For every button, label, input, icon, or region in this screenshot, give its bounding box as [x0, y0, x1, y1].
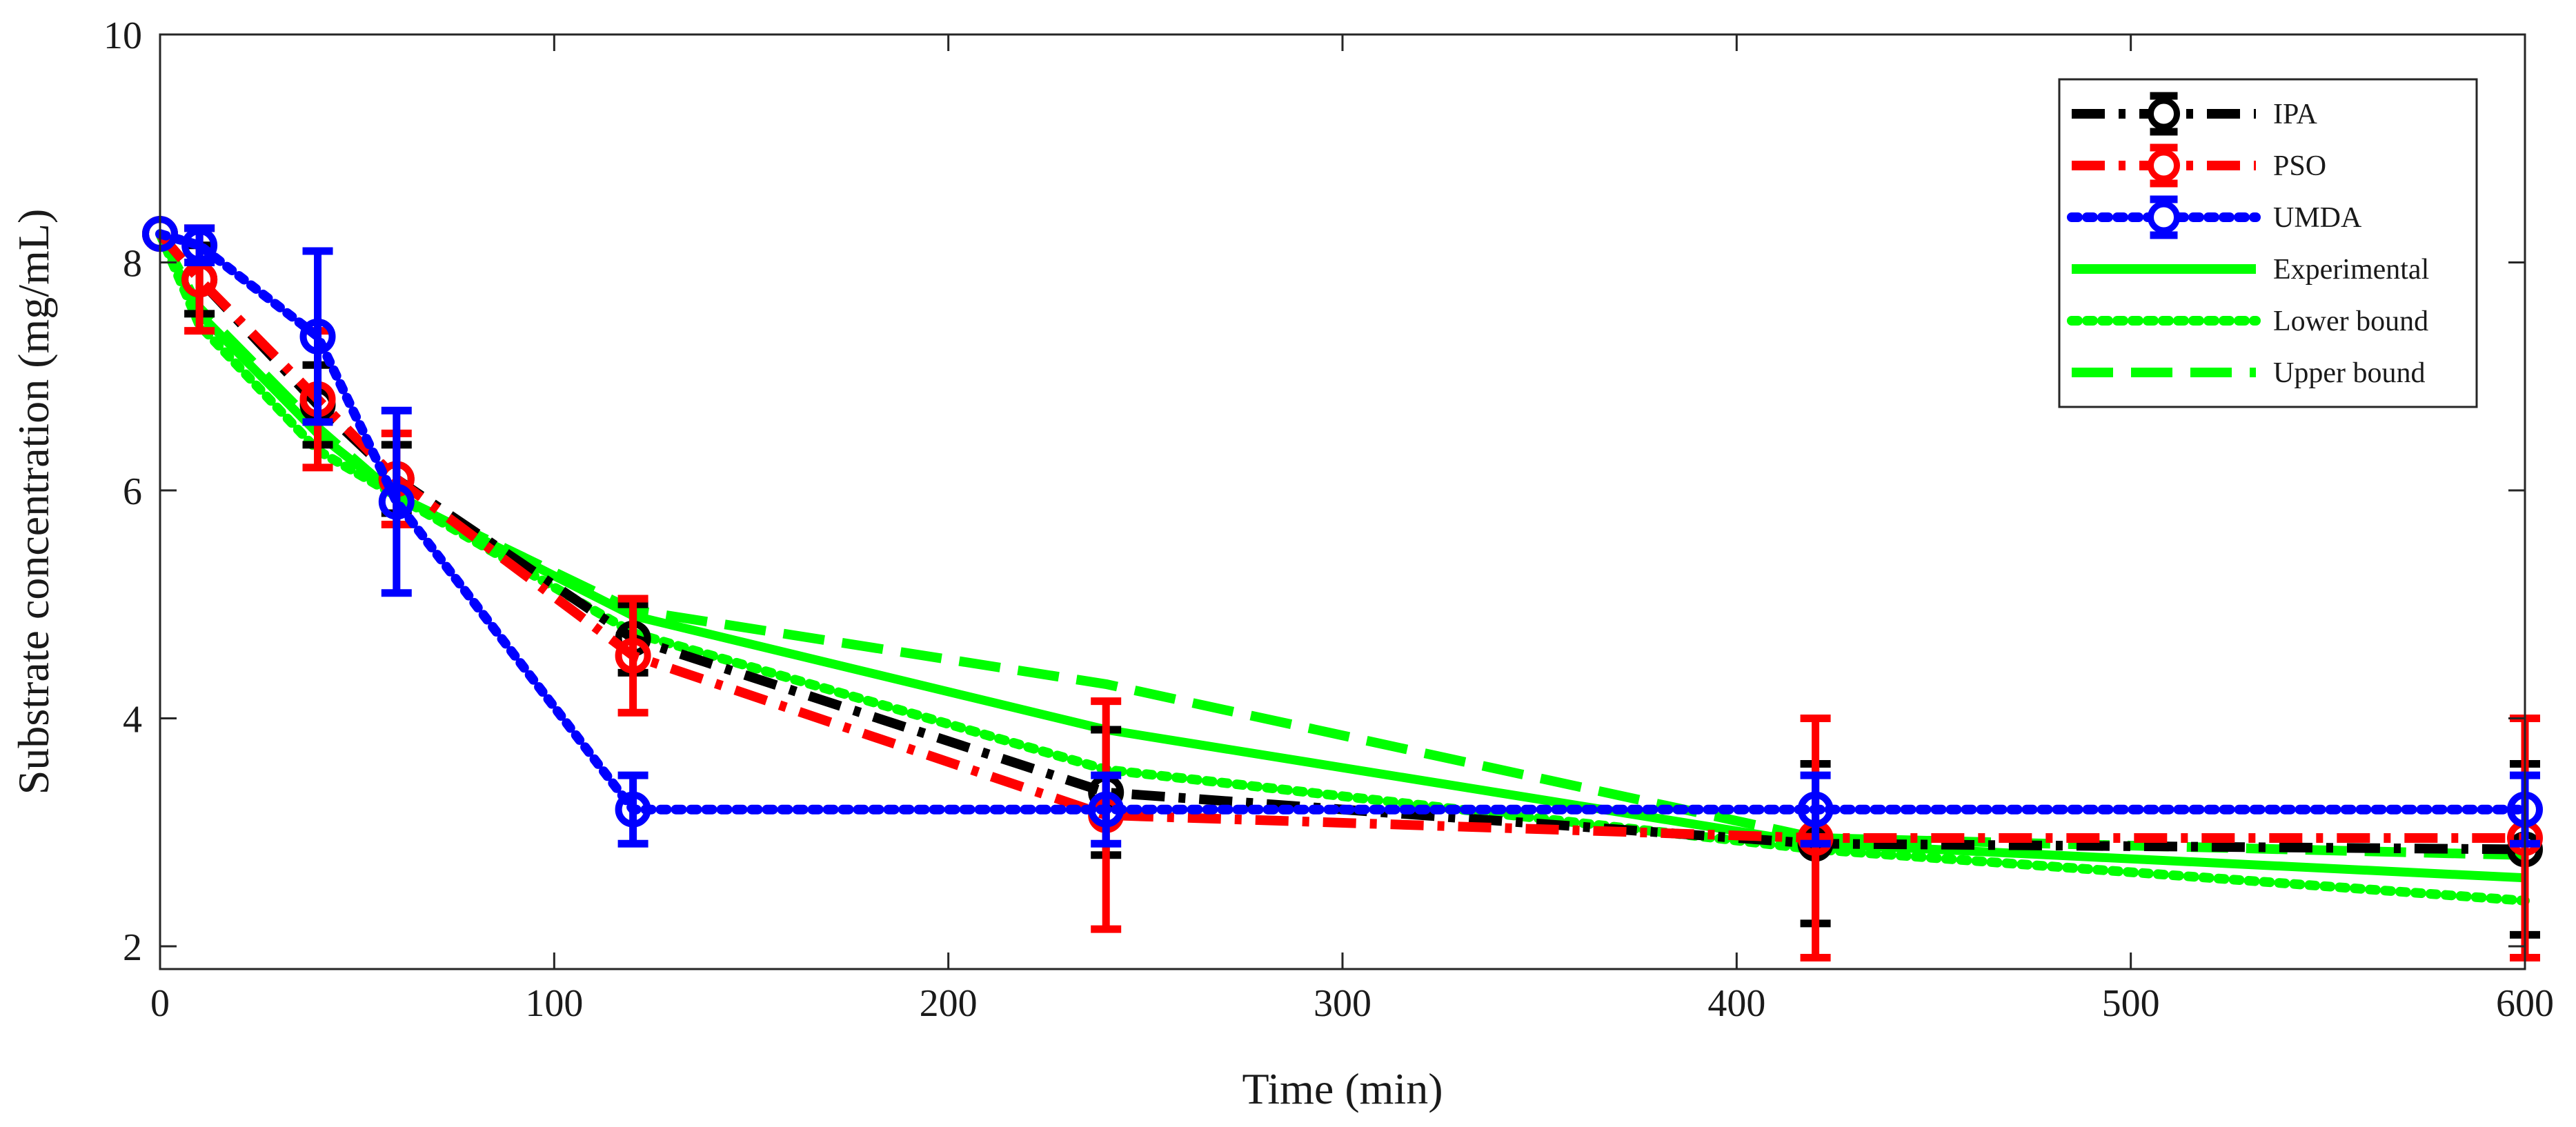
- legend-label-experimental: Experimental: [2273, 254, 2429, 286]
- legend-marker-ipa: [2148, 97, 2180, 130]
- legend-label-upper-bound: Upper bound: [2273, 357, 2425, 389]
- y-tick-label: 10: [103, 14, 142, 57]
- legend-entry-experimental: Experimental: [2072, 254, 2429, 286]
- legend-label-lower-bound: Lower bound: [2273, 306, 2428, 337]
- y-axis-label: Substrate concentration (mg/mL): [9, 209, 58, 795]
- legend-label-umda: UMDA: [2273, 202, 2362, 234]
- y-tick-label: 8: [123, 242, 142, 285]
- legend-entry-upper-bound: Upper bound: [2072, 357, 2425, 389]
- y-tick-label: 2: [123, 926, 142, 969]
- x-tick-label: 600: [2496, 982, 2554, 1025]
- legend: IPA PSO UMDA Experimental Lower bound Upper b…: [2058, 78, 2478, 408]
- x-tick-label: 400: [1707, 982, 1765, 1025]
- ticks-layer: 0 100 200 300 400 500 600 2 4 6 8 10: [103, 14, 2554, 1025]
- legend-entry-umda: UMDA: [2067, 195, 2362, 239]
- data-point-pso: [615, 637, 651, 674]
- legend-label-pso: PSO: [2273, 150, 2326, 182]
- legend-entry-lower-bound: Lower bound: [2067, 306, 2428, 337]
- x-tick-label: 0: [150, 982, 170, 1025]
- data-point-umda: [1088, 791, 1124, 828]
- x-tick-label: 100: [525, 982, 583, 1025]
- series-line-umda: [155, 229, 2530, 815]
- series-line-pso: [156, 230, 2525, 843]
- series-layer: [142, 216, 2543, 961]
- data-point-umda: [378, 483, 415, 520]
- legend-entry-pso: PSO: [2072, 143, 2326, 188]
- data-point-umda: [299, 318, 336, 355]
- x-tick-label: 500: [2102, 982, 2160, 1025]
- x-tick-label: 200: [920, 982, 978, 1025]
- y-tick-label: 4: [123, 698, 142, 741]
- legend-box: [2058, 78, 2478, 408]
- data-point-umda: [181, 227, 218, 263]
- legend-entry-ipa: IPA: [2072, 92, 2317, 136]
- x-axis-label: Time (min): [1242, 1064, 1443, 1113]
- y-tick-label: 6: [123, 470, 142, 513]
- legend-marker-pso: [2148, 149, 2180, 182]
- series-umda: [142, 216, 2543, 848]
- legend-marker-umda: [2148, 201, 2180, 234]
- data-point-umda: [615, 791, 651, 828]
- legend-label-ipa: IPA: [2273, 99, 2317, 130]
- x-tick-label: 300: [1314, 982, 1371, 1025]
- data-point-umda: [1797, 791, 1834, 828]
